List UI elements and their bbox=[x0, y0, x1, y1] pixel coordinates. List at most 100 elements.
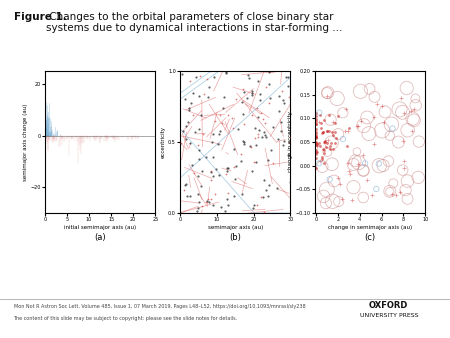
Point bbox=[191, 129, 198, 135]
Text: Mon Not R Astron Soc Lett, Volume 485, Issue 1, 07 March 2019, Pages L48–L52, ht: Mon Not R Astron Soc Lett, Volume 485, I… bbox=[14, 304, 305, 309]
Point bbox=[267, 95, 274, 100]
Point bbox=[400, 111, 407, 116]
Point bbox=[194, 191, 202, 196]
Point bbox=[178, 71, 185, 76]
Point bbox=[324, 94, 331, 99]
Point bbox=[275, 94, 283, 99]
Point bbox=[196, 126, 203, 131]
Point bbox=[195, 156, 202, 161]
Point bbox=[354, 123, 361, 128]
Point bbox=[212, 191, 219, 196]
Point bbox=[312, 147, 319, 153]
Point bbox=[402, 187, 409, 193]
Point bbox=[321, 139, 328, 144]
Point bbox=[328, 140, 335, 146]
Point bbox=[323, 141, 330, 146]
Point bbox=[318, 126, 325, 131]
Point bbox=[254, 114, 261, 119]
Text: (b): (b) bbox=[229, 233, 241, 242]
Point bbox=[210, 202, 217, 208]
Point bbox=[221, 208, 229, 214]
Point bbox=[240, 121, 247, 126]
Point bbox=[230, 164, 238, 170]
Point bbox=[337, 182, 344, 187]
Point bbox=[357, 119, 364, 124]
Point bbox=[320, 194, 327, 199]
Point bbox=[209, 131, 216, 137]
Point bbox=[314, 141, 321, 146]
Point bbox=[328, 140, 335, 145]
Point bbox=[285, 94, 292, 99]
Point bbox=[312, 110, 319, 116]
Point bbox=[205, 199, 212, 204]
Point bbox=[184, 193, 191, 199]
Point bbox=[331, 129, 338, 134]
Point bbox=[312, 131, 319, 137]
Point bbox=[249, 88, 256, 93]
Point bbox=[215, 131, 222, 137]
Point bbox=[241, 89, 248, 95]
Point bbox=[225, 165, 232, 171]
Point bbox=[223, 165, 230, 170]
Point bbox=[360, 168, 367, 173]
Point bbox=[181, 183, 188, 188]
Point bbox=[364, 115, 371, 120]
Point bbox=[320, 150, 327, 155]
Point bbox=[414, 175, 422, 180]
Point bbox=[239, 138, 247, 144]
Point bbox=[244, 96, 251, 101]
Point bbox=[316, 161, 323, 166]
Point bbox=[253, 159, 260, 165]
Point bbox=[220, 95, 228, 100]
Point bbox=[385, 159, 392, 164]
Point bbox=[250, 160, 257, 165]
Point bbox=[325, 128, 332, 134]
Point bbox=[224, 196, 231, 201]
Point bbox=[366, 86, 373, 92]
Point bbox=[286, 134, 293, 139]
Point bbox=[312, 133, 319, 138]
Point bbox=[260, 194, 267, 199]
Point bbox=[224, 168, 231, 174]
Point bbox=[399, 110, 406, 115]
Point bbox=[192, 74, 199, 79]
Point bbox=[379, 163, 387, 168]
Point bbox=[312, 135, 319, 140]
Point bbox=[316, 141, 323, 146]
Point bbox=[279, 142, 286, 147]
X-axis label: change in semimajor axis (au): change in semimajor axis (au) bbox=[328, 225, 412, 230]
Point bbox=[181, 96, 189, 101]
Point bbox=[252, 125, 259, 130]
Point bbox=[373, 186, 380, 192]
Point bbox=[261, 132, 269, 138]
Point bbox=[312, 113, 319, 119]
Point bbox=[238, 151, 245, 157]
Point bbox=[316, 143, 323, 148]
Point bbox=[386, 189, 393, 194]
Point bbox=[339, 110, 346, 116]
Point bbox=[248, 169, 256, 174]
Point bbox=[256, 98, 263, 103]
Point bbox=[312, 143, 319, 148]
Point bbox=[407, 108, 414, 114]
Point bbox=[318, 121, 325, 126]
Point bbox=[234, 126, 242, 131]
Point bbox=[197, 73, 204, 78]
Point bbox=[265, 183, 272, 188]
Point bbox=[258, 194, 265, 200]
Point bbox=[223, 70, 230, 75]
Point bbox=[412, 96, 419, 101]
X-axis label: semimajor axis (au): semimajor axis (au) bbox=[207, 225, 263, 230]
Point bbox=[312, 136, 319, 141]
Point bbox=[207, 196, 214, 201]
Point bbox=[261, 209, 268, 215]
Point bbox=[195, 147, 203, 152]
Point bbox=[404, 178, 411, 184]
Point bbox=[382, 109, 389, 115]
Point bbox=[278, 88, 285, 93]
Point bbox=[386, 133, 393, 138]
Point bbox=[200, 91, 207, 96]
Point bbox=[264, 194, 271, 199]
Point bbox=[324, 128, 331, 134]
Point bbox=[263, 188, 270, 193]
